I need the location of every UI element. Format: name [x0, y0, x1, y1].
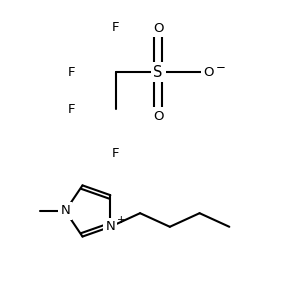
- Text: F: F: [112, 147, 120, 160]
- Text: S: S: [153, 65, 163, 80]
- Text: N: N: [60, 204, 70, 217]
- Text: F: F: [68, 66, 76, 79]
- Text: O: O: [203, 66, 214, 79]
- Text: F: F: [68, 102, 76, 116]
- Text: −: −: [216, 61, 226, 74]
- Text: O: O: [153, 22, 163, 35]
- Text: O: O: [153, 110, 163, 123]
- Text: N: N: [106, 220, 115, 233]
- Text: F: F: [112, 21, 120, 34]
- Text: +: +: [117, 215, 125, 225]
